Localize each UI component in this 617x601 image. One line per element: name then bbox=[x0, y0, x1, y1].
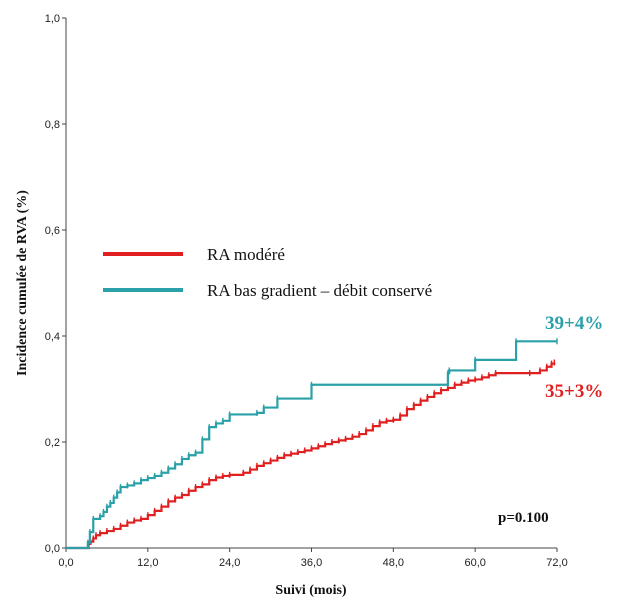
series-line-1 bbox=[66, 340, 557, 550]
x-tick-label: 0,0 bbox=[58, 557, 73, 569]
x-tick-label: 48,0 bbox=[383, 557, 404, 569]
x-axis-title: Suivi (mois) bbox=[275, 583, 347, 598]
y-axis-ticks: 0,0 0,2 0,4 0,6 0,8 1,0 bbox=[45, 13, 66, 555]
x-tick-label: 24,0 bbox=[219, 557, 240, 569]
y-tick-label: 0,8 bbox=[45, 119, 60, 131]
y-tick-label: 0,2 bbox=[45, 437, 60, 449]
y-tick-label: 0,6 bbox=[45, 225, 60, 237]
x-tick-label: 60,0 bbox=[464, 557, 485, 569]
x-axis-ticks: 0,0 12,0 24,0 36,0 48,0 60,0 72,0 bbox=[58, 548, 568, 569]
legend-label-ra-modere: RA modéré bbox=[207, 245, 285, 264]
endpoint-label-bas-gradient: 39+4% bbox=[545, 313, 603, 334]
series-layer bbox=[66, 338, 558, 550]
series-line-0 bbox=[66, 362, 556, 550]
x-tick-label: 36,0 bbox=[301, 557, 322, 569]
x-tick-label: 72,0 bbox=[546, 557, 567, 569]
legend-label-ra-bas-gradient: RA bas gradient – débit conservé bbox=[207, 281, 432, 300]
legend: RA modéré RA bas gradient – débit conser… bbox=[103, 245, 432, 300]
y-tick-label: 1,0 bbox=[45, 13, 60, 25]
y-tick-label: 0,0 bbox=[45, 543, 60, 555]
x-tick-label: 12,0 bbox=[137, 557, 158, 569]
y-axis-title: Incidence cumulée de RVA (%) bbox=[15, 190, 30, 376]
p-value-annotation: p=0.100 bbox=[498, 510, 549, 526]
y-tick-label: 0,4 bbox=[45, 331, 60, 343]
endpoint-label-modere: 35+3% bbox=[545, 381, 603, 402]
